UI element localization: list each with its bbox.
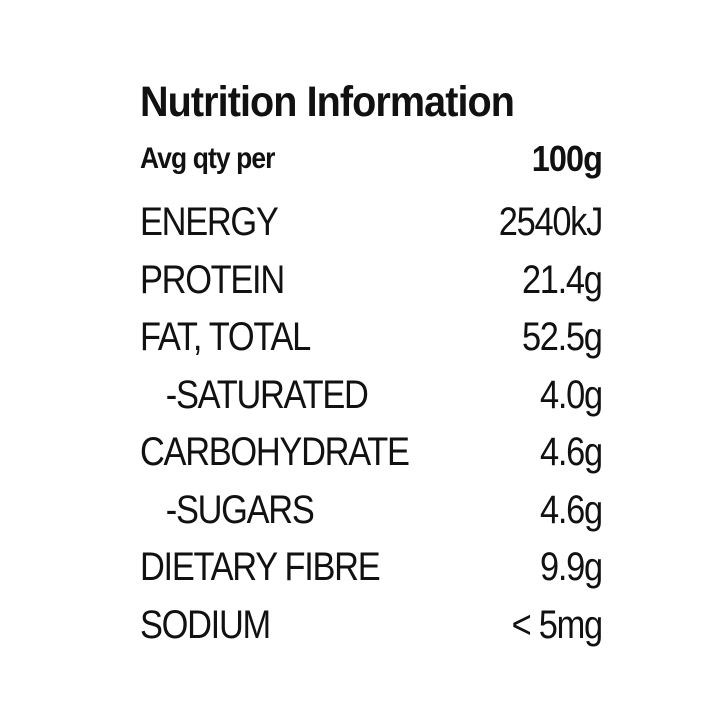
nutrition-panel: Nutrition Information Avg qty per 100g E… [140, 72, 603, 655]
nutrient-value: 2540kJ [498, 200, 603, 245]
nutrient-list: ENERGY 2540kJ PROTEIN 21.4g FAT, TOTAL 5… [140, 194, 603, 655]
nutrient-value: 4.6g [540, 430, 603, 475]
nutrient-name: -SUGARS [165, 487, 315, 532]
panel-title: Nutrition Information [140, 78, 515, 126]
nutrient-value: 52.5g [522, 315, 603, 360]
column-header-label: Avg qty per [140, 142, 275, 175]
nutrient-row-dietary-fibre: DIETARY FIBRE 9.9g [140, 539, 603, 597]
column-header-unit: 100g [531, 138, 603, 179]
nutrient-name: CARBOHYDRATE [140, 430, 410, 475]
nutrient-name: SODIUM [140, 602, 271, 647]
nutrient-name: -SATURATED [165, 372, 369, 417]
nutrient-value: < 5mg [511, 602, 603, 647]
nutrient-row-protein: PROTEIN 21.4g [140, 252, 603, 310]
nutrient-row-sodium: SODIUM < 5mg [140, 597, 603, 655]
nutrient-row-sugars: -SUGARS 4.6g [140, 482, 603, 540]
nutrient-name: PROTEIN [140, 257, 285, 302]
nutrient-name: DIETARY FIBRE [140, 545, 381, 590]
nutrient-row-fat-total: FAT, TOTAL 52.5g [140, 309, 603, 367]
nutrient-name: FAT, TOTAL [140, 315, 311, 360]
nutrient-value: 4.0g [540, 372, 603, 417]
nutrient-value: 21.4g [522, 257, 603, 302]
nutrient-row-carbohydrate: CARBOHYDRATE 4.6g [140, 424, 603, 482]
nutrient-row-saturated: -SATURATED 4.0g [140, 367, 603, 425]
nutrient-value: 4.6g [540, 487, 603, 532]
column-header: Avg qty per 100g [140, 134, 603, 184]
nutrient-row-energy: ENERGY 2540kJ [140, 194, 603, 252]
nutrient-name: ENERGY [140, 200, 279, 245]
nutrient-value: 9.9g [540, 545, 603, 590]
